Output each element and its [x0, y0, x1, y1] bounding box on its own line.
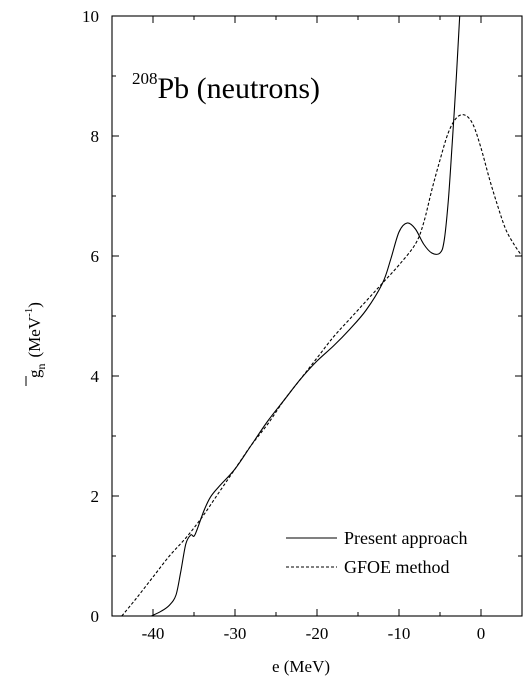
y-axis-title-unit-open: (MeV: [25, 316, 44, 357]
x-tick-label: 0: [477, 624, 486, 643]
y-axis: 0 2 4 6 8 10: [82, 7, 522, 626]
y-axis-title-symbol: g: [25, 369, 44, 378]
legend-label-present-approach: Present approach: [344, 528, 467, 548]
legend-label-gfoe-method: GFOE method: [344, 557, 450, 577]
annotation-superscript: 208: [132, 69, 158, 88]
y-axis-title: gn (MeV-1): [23, 302, 48, 386]
series-layer: [121, 16, 522, 616]
legend: Present approach GFOE method: [286, 528, 467, 577]
x-tick-label: -10: [388, 624, 411, 643]
x-tick-label: -30: [224, 624, 247, 643]
chart-annotation: 208Pb (neutrons): [132, 69, 320, 105]
y-tick-label: 2: [91, 487, 100, 506]
x-tick-label: -40: [142, 624, 165, 643]
y-tick-label: 8: [91, 127, 100, 146]
y-axis-title-unit-close: ): [25, 302, 44, 308]
series-line-present-approach: [151, 16, 461, 616]
y-axis-title-unit-exp: -1: [23, 308, 35, 317]
x-axis-title: e (MeV): [272, 657, 330, 676]
y-axis-title-subscript: n: [34, 363, 48, 369]
y-tick-label: 6: [91, 247, 100, 266]
y-tick-label: 4: [91, 367, 100, 386]
plot-area: [111, 15, 523, 617]
x-tick-label: -20: [306, 624, 329, 643]
annotation-text: Pb (neutrons): [158, 72, 320, 105]
y-tick-label: 0: [91, 607, 100, 626]
svg-text:gn(MeV-1): gn (MeV-1): [23, 302, 48, 378]
series-line-gfoe-method: [121, 114, 522, 616]
plot-frame: [111, 15, 523, 617]
x-axis: -40 -30 -20 -10 0: [111, 16, 523, 643]
y-tick-label: 10: [82, 7, 99, 26]
